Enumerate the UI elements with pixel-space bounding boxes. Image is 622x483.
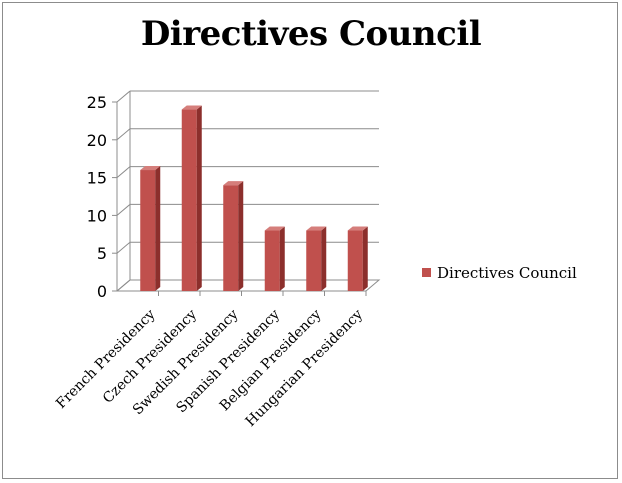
gridline-depth bbox=[116, 204, 131, 216]
bar-side bbox=[321, 226, 327, 291]
y-tick-label: 20 bbox=[87, 131, 107, 150]
y-tick-label: 5 bbox=[97, 244, 107, 263]
axes bbox=[112, 91, 381, 296]
bar-side bbox=[155, 166, 161, 291]
y-tick-labels: 0 5 10 15 20 25 bbox=[87, 93, 107, 301]
bar-side bbox=[279, 226, 285, 291]
bar-top bbox=[223, 181, 244, 186]
legend-swatch bbox=[422, 268, 431, 277]
bar-top bbox=[347, 226, 368, 231]
y-tick-label: 0 bbox=[97, 282, 107, 301]
legend: Directives Council bbox=[422, 264, 577, 282]
bar-front bbox=[223, 185, 239, 291]
bar-front bbox=[181, 109, 197, 291]
bar-top bbox=[140, 166, 161, 171]
gridline-depth bbox=[116, 90, 131, 103]
bar-front bbox=[306, 230, 322, 291]
y-tick-label: 25 bbox=[87, 93, 107, 112]
chart-title: Directives Council bbox=[140, 14, 482, 54]
bar-side bbox=[196, 105, 202, 291]
bar-side bbox=[362, 226, 368, 291]
bar bbox=[347, 226, 368, 291]
gridline-depth bbox=[116, 166, 131, 178]
bar bbox=[181, 105, 202, 291]
legend-label: Directives Council bbox=[437, 264, 577, 282]
bar-front bbox=[140, 170, 156, 291]
y-tick-label: 10 bbox=[87, 206, 107, 225]
bar-front bbox=[264, 230, 280, 291]
bar-top bbox=[181, 105, 202, 110]
bar bbox=[264, 226, 285, 291]
bar-top bbox=[306, 226, 327, 231]
bar bbox=[223, 181, 244, 291]
bar-side bbox=[238, 181, 244, 291]
bar-front bbox=[347, 230, 363, 291]
gridline-depth bbox=[116, 128, 131, 141]
bar bbox=[306, 226, 327, 291]
bars bbox=[140, 105, 368, 291]
gridline-depth bbox=[116, 241, 131, 254]
bar-top bbox=[264, 226, 285, 231]
bar bbox=[140, 166, 161, 291]
y-tick-label: 15 bbox=[87, 169, 107, 188]
